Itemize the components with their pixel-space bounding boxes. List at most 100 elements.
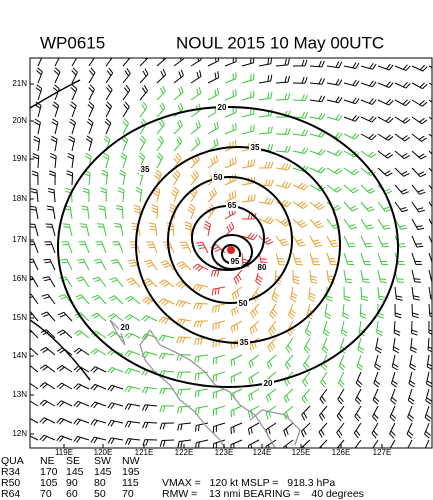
barb-feather: [213, 270, 217, 277]
barb-feather: [399, 225, 406, 228]
barb-feather: [199, 320, 203, 328]
barb-feather: [93, 402, 98, 409]
barb-feather: [145, 422, 149, 429]
barb-feather: [319, 205, 325, 211]
barb-feather: [348, 224, 356, 227]
barb-feather: [194, 390, 197, 398]
barb-feather: [389, 416, 396, 422]
barb-feather: [400, 206, 407, 210]
barb-shaft: [111, 419, 124, 424]
barb-shaft: [156, 140, 165, 152]
barb-shaft: [274, 269, 277, 283]
barb-feather: [216, 138, 219, 145]
barb-shaft: [389, 405, 396, 418]
barb-feather: [230, 410, 233, 418]
barb-shaft: [309, 184, 321, 192]
barb-feather: [270, 179, 274, 187]
barb-feather: [127, 333, 133, 339]
barb-feather: [162, 68, 167, 75]
barb-feather: [218, 305, 220, 312]
barb-feather: [361, 298, 368, 302]
barb-shaft: [284, 354, 294, 365]
barb-shaft: [144, 421, 158, 424]
barb-feather: [179, 336, 183, 344]
barb-feather: [197, 424, 200, 432]
barb-feather: [181, 301, 186, 308]
barb-shaft: [283, 388, 294, 398]
barb-shaft: [302, 371, 311, 382]
barb-shaft: [266, 354, 277, 364]
barb-shaft: [190, 76, 202, 84]
barb-feather: [421, 119, 428, 125]
barb-shaft: [62, 329, 73, 339]
barb-feather: [78, 261, 85, 264]
barb-shaft: [411, 167, 421, 178]
barb-shaft: [37, 122, 41, 135]
barb-feather: [195, 284, 200, 291]
barb-feather: [42, 401, 48, 407]
barb-feather: [265, 238, 272, 243]
barb-feather: [340, 362, 346, 368]
barb-feather: [179, 119, 183, 126]
barb-feather: [152, 192, 159, 197]
barb-feather: [73, 365, 79, 371]
barb-feather: [189, 191, 195, 198]
barb-shaft: [326, 116, 339, 121]
barb-feather: [94, 279, 101, 283]
barb-shaft: [122, 139, 129, 152]
lon-label: 123E: [215, 448, 234, 457]
barb-feather: [192, 284, 197, 291]
barb-shaft: [84, 241, 90, 254]
barb-shaft: [408, 371, 413, 384]
barb-feather: [260, 258, 267, 260]
barb-shaft: [213, 320, 226, 325]
barb-feather: [234, 156, 237, 164]
intensity-line: RMW = 13 nmi BEARING = 40 degrees: [162, 488, 364, 500]
barb-feather: [349, 205, 357, 210]
barb-feather: [23, 382, 28, 386]
barb-feather: [234, 292, 238, 299]
barb-feather: [162, 58, 165, 61]
barb-shaft: [60, 417, 73, 424]
barb-feather: [71, 84, 78, 90]
barb-feather: [90, 348, 97, 354]
barb-shaft: [248, 354, 260, 363]
barb-shaft: [377, 269, 381, 282]
barb-feather: [67, 155, 74, 160]
barb-feather: [114, 225, 122, 228]
barb-shaft: [128, 367, 141, 373]
barb-shaft: [71, 139, 76, 152]
barb-shaft: [411, 116, 423, 125]
radii-cell: 80: [94, 477, 106, 489]
barb-shaft: [156, 58, 167, 67]
barb-shaft: [128, 438, 141, 441]
barb-feather: [41, 293, 49, 297]
barb-feather: [352, 62, 357, 69]
barb-shaft: [80, 294, 90, 305]
barb-feather: [68, 138, 75, 143]
barb-shaft: [30, 418, 39, 424]
barb-feather: [270, 161, 274, 169]
barb-feather: [111, 279, 118, 283]
barb-feather: [97, 226, 105, 228]
barb-feather: [96, 223, 104, 225]
barb-feather: [43, 313, 50, 318]
barb-feather: [42, 331, 49, 336]
barb-feather: [237, 274, 242, 281]
radii-cell: R64: [1, 488, 20, 500]
barb-feather: [95, 261, 102, 264]
barb-feather: [161, 281, 168, 286]
barb-shaft: [326, 167, 338, 175]
barb-feather: [337, 132, 343, 139]
barb-feather: [381, 242, 389, 245]
barb-shaft: [360, 116, 373, 123]
barb-shaft: [102, 224, 107, 237]
barb-feather: [299, 221, 306, 226]
barb-feather: [107, 384, 113, 391]
barb-feather: [368, 98, 374, 104]
barb-feather: [197, 390, 200, 397]
barb-feather: [300, 202, 306, 208]
barb-feather: [60, 258, 67, 261]
barb-feather: [353, 170, 360, 176]
barb-shaft: [128, 385, 141, 390]
